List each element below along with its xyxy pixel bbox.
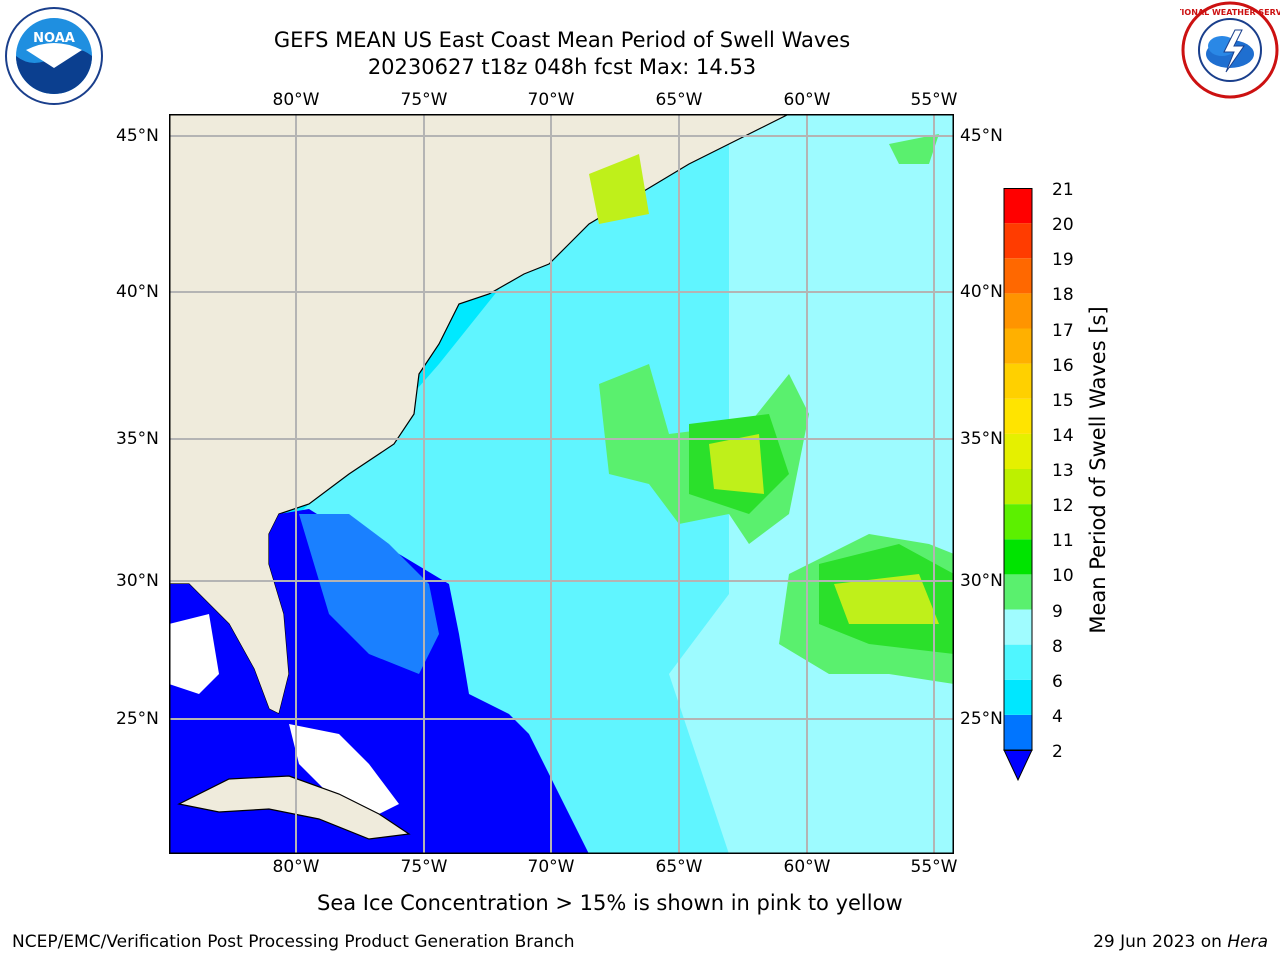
colorbar-segment [1004, 188, 1032, 224]
green-zone-northeast [889, 134, 939, 164]
colorbar-tick-label: 13 [1052, 461, 1074, 481]
footer-host: Hera [1227, 932, 1268, 952]
lon-label-bottom-65w: 65°W [655, 857, 703, 877]
colorbar-segment [1004, 714, 1032, 750]
lat-label-right-45n: 45°N [960, 126, 1003, 146]
noaa-logo: NOAA [4, 6, 104, 110]
lon-label-top-55w: 55°W [910, 90, 958, 110]
lon-label-top-80w: 80°W [272, 90, 320, 110]
yellow-green-east [834, 574, 939, 624]
yellow-green-gulf-of-maine [589, 154, 649, 224]
colorbar-segment [1004, 433, 1032, 469]
lon-label-top-65w: 65°W [655, 90, 703, 110]
colorbar-label: Mean Period of Swell Waves [s] [1086, 306, 1110, 634]
lat-label-right-40n: 40°N [960, 282, 1003, 302]
colorbar-tick-label: 11 [1052, 531, 1074, 552]
swell-period-map [169, 114, 954, 854]
bahamas-white-area [289, 724, 399, 814]
yellow-green-central [709, 434, 764, 494]
colorbar-segment [1004, 574, 1032, 610]
colorbar-segment [1004, 258, 1032, 294]
lat-label-left-30n: 30°N [116, 571, 159, 591]
blue-region [299, 514, 439, 674]
colorbar-segment [1004, 223, 1032, 259]
colorbar-graphic [1003, 188, 1033, 782]
colorbar-tick-label: 15 [1052, 390, 1074, 411]
lat-label-left-25n: 25°N [116, 709, 159, 729]
land-cuba [177, 775, 411, 840]
colorbar-extend-arrow [1003, 749, 1033, 782]
colorbar-segment [1004, 363, 1032, 399]
sea-ice-caption: Sea Ice Concentration > 15% is shown in … [317, 891, 903, 915]
colorbar-tick-label: 19 [1052, 250, 1074, 271]
lat-label-left-35n: 35°N [116, 429, 159, 449]
colorbar-segment [1004, 539, 1032, 575]
lon-label-bottom-55w: 55°W [910, 857, 958, 877]
lon-label-bottom-75w: 75°W [400, 857, 448, 877]
colorbar-segment [1004, 644, 1032, 680]
colorbar-segment [1004, 609, 1032, 645]
lat-label-right-35n: 35°N [960, 429, 1003, 449]
gulf-white-area [169, 614, 219, 694]
lat-label-right-30n: 30°N [960, 571, 1003, 591]
deep-blue-region [169, 509, 589, 854]
map-gridlines [169, 114, 954, 854]
colorbar-tick-label: 20 [1052, 215, 1074, 236]
lon-label-bottom-80w: 80°W [272, 857, 320, 877]
colorbar-tick-label: 21 [1052, 180, 1074, 200]
colorbar-segment [1004, 293, 1032, 329]
land-north-america [169, 114, 790, 715]
colorbar-tick-label: 8 [1052, 636, 1063, 657]
colorbar-frame [1003, 188, 1033, 751]
lat-label-left-45n: 45°N [116, 126, 159, 146]
footer-attribution: NCEP/EMC/Verification Post Processing Pr… [12, 932, 575, 952]
colorbar-tick-label: 6 [1052, 671, 1063, 692]
colorbar-segment [1004, 504, 1032, 540]
footer-date: 29 Jun 2023 on Hera [1093, 932, 1268, 952]
colorbar-tick-label: 10 [1052, 566, 1074, 587]
lon-label-top-60w: 60°W [783, 90, 831, 110]
colorbar-segment [1004, 679, 1032, 715]
nws-logo: NATIONAL WEATHER SERVICE [1164, 0, 1280, 104]
colorbar-tick-label: 18 [1052, 285, 1074, 306]
colorbar-segment [1004, 398, 1032, 434]
colorbar-segment [1004, 469, 1032, 505]
lon-label-top-70w: 70°W [527, 90, 575, 110]
lon-label-top-75w: 75°W [400, 90, 448, 110]
lon-label-bottom-60w: 60°W [783, 857, 831, 877]
colorbar-tick-label: 16 [1052, 355, 1074, 376]
colorbar-tick-label: 4 [1052, 706, 1063, 727]
title-line1: GEFS MEAN US East Coast Mean Period of S… [273, 28, 851, 52]
colorbar-tick-label: 14 [1052, 425, 1074, 446]
colorbar-tick-label: 12 [1052, 496, 1074, 517]
noaa-logo-text: NOAA [33, 31, 75, 46]
footer-date-text: 29 Jun 2023 on [1093, 932, 1228, 952]
nws-logo-text: NATIONAL WEATHER SERVICE [1180, 8, 1280, 17]
title-line2: 20230627 t18z 048h fcst Max: 14.53 [367, 55, 757, 79]
colorbar-tick-label: 9 [1052, 601, 1063, 622]
map-panel [169, 114, 954, 858]
lat-label-left-40n: 40°N [116, 282, 159, 302]
lon-label-bottom-70w: 70°W [527, 857, 575, 877]
colorbar-tick-label: 2 [1052, 742, 1063, 762]
colorbar [1002, 188, 1038, 788]
colorbar-tick-label: 17 [1052, 320, 1074, 341]
colorbar-segment [1004, 328, 1032, 364]
map-frame [169, 114, 954, 854]
lat-label-right-25n: 25°N [960, 709, 1003, 729]
